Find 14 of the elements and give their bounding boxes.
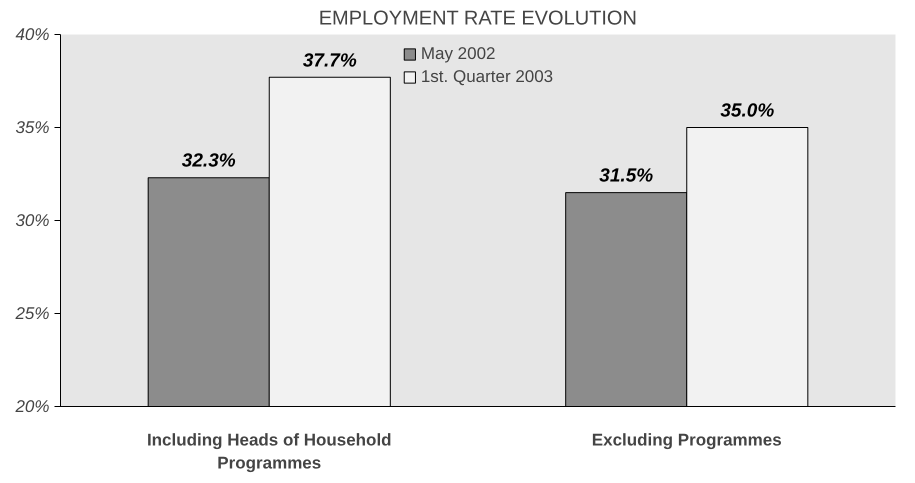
y-tick-label: 25% [14,304,50,323]
data-label: 32.3% [182,150,236,172]
legend-label: May 2002 [420,44,496,64]
y-tick-label: 40% [15,25,50,44]
y-tick-label: 35% [15,118,50,137]
x-tick-label: Including Heads of Household Programmes [146,430,392,472]
legend-label: 1st. Quarter 2003 [420,67,554,87]
y-tick-label: 30% [15,211,50,230]
y-tick-label: 20% [14,397,50,416]
x-tick-label: Excluding Programmes [592,430,782,450]
data-label: 35.0% [720,100,774,122]
chart-title: EMPLOYMENT RATE EVOLUTION [318,8,637,30]
data-label: 37.7% [302,50,357,72]
data-label: 31.5% [599,166,654,187]
